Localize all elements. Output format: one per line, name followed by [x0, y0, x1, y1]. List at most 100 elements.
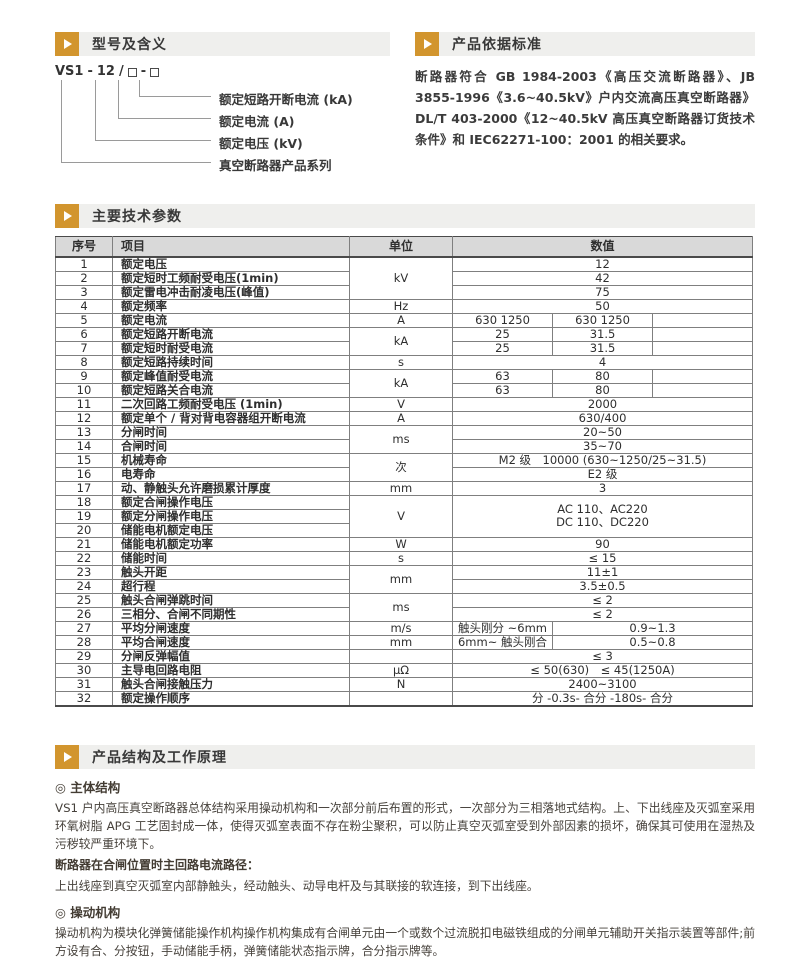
table-cell: 63 [452, 368, 553, 384]
table-cell: 25 [55, 592, 113, 608]
table-cell: 16 [55, 466, 113, 482]
table-cell: 主导电回路电阻 [112, 662, 350, 678]
table-cell: 额定操作顺序 [112, 690, 350, 707]
table-cell: 4 [452, 354, 753, 370]
model-section: 型号及含义 VS1-12/- 额定短路开断电流 (kA) 额定电流 (A) 额定… [55, 32, 390, 182]
table-row: 32 额定操作顺序 分 -0.3s- 合分 -180s- 合分 [55, 690, 753, 707]
table-row: 10 额定短路关合电流 63 80 [55, 382, 753, 398]
table-cell: E2 级 [452, 466, 753, 482]
table-row: 4 额定频率 Hz 50 [55, 298, 753, 314]
table-cell: 17 [55, 480, 113, 496]
table-row: 22 储能时间 s ≤ 15 [55, 550, 753, 566]
model-label-rated-voltage: 额定电压 (kV) [219, 136, 303, 151]
subsection-title: ◎ 主体结构 [55, 779, 121, 795]
table-cell: mm [349, 564, 453, 594]
table-cell: 触头刚分 ~6mm [452, 620, 553, 636]
table-header-cell: 项目 [112, 236, 350, 258]
table-row: 31 触头合闸接触压力 N 2400~3100 [55, 676, 753, 692]
table-cell: 0.9~1.3 [552, 620, 753, 636]
table-cell: ≤ 2 [452, 606, 753, 622]
table-row: 7 额定短时耐受电流 25 31.5 [55, 340, 753, 356]
subsection-title: ◎ 操动机构 [55, 904, 121, 920]
section-header-structure: 产品结构及工作原理 [55, 744, 755, 769]
table-cell: 25 [452, 340, 553, 356]
table-cell: 2000 [452, 396, 753, 412]
table-cell: m/s [349, 620, 453, 636]
table-row: 21 储能电机额定功率 W 90 [55, 536, 753, 552]
table-cell: 合闸时间 [112, 438, 350, 454]
table-cell: 11±1 [452, 564, 753, 580]
table-cell: 6 [55, 326, 113, 342]
table-header-cell: 数值 [452, 236, 753, 258]
table-cell: 630 1250 [552, 312, 653, 328]
table-cell [652, 340, 753, 356]
paragraph: 断路器在合闸位置时主回路电流路径： [55, 857, 260, 872]
paragraph: VS1 户内高压真空断路器总体结构采用操动机构和一次部分前后布置的形式，一次部分… [55, 800, 755, 851]
table-cell: 触头开距 [112, 564, 350, 580]
table-header-cell: 序号 [55, 236, 113, 258]
table-cell: 额定合闸操作电压 [112, 494, 350, 510]
table-row: 13 分闸时间 ms 20~50 [55, 424, 753, 454]
table-cell: M2 级 10000 (630~1250/25~31.5) [452, 452, 753, 468]
section-header-model: 型号及含义 [55, 32, 390, 56]
table-cell: s [349, 550, 453, 566]
table-cell: 4 [55, 298, 113, 314]
table-cell: A [349, 312, 453, 328]
model-code-part: 12 [96, 64, 115, 79]
table-cell [652, 382, 753, 398]
table-cell: 63 [452, 382, 553, 398]
table-row: 15 机械寿命次 M2 级 10000 (630~1250/25~31.5) [55, 452, 753, 482]
table-cell: 22 [55, 550, 113, 566]
connector-line [61, 80, 211, 163]
table-cell: 18 [55, 494, 113, 510]
table-row: 3 额定雷电冲击耐凌电压(峰值) 75 [55, 284, 753, 300]
table-cell: 6mm~ 触头刚合 [452, 634, 553, 650]
structure-text: ◎ 主体结构 VS1 户内高压真空断路器总体结构采用操动机构和一次部分前后布置的形… [55, 777, 755, 960]
table-cell [652, 312, 753, 328]
table-cell: 储能电机额定电压 [112, 522, 350, 538]
table-row: 12 额定单个 / 背对背电容器组开断电流 A 630/400 [55, 410, 753, 426]
table-cell: 31.5 [552, 340, 653, 356]
table-row: 20 储能电机额定电压 [55, 522, 753, 538]
table-cell: μΩ [349, 662, 453, 678]
table-cell: 5 [55, 312, 113, 328]
table-cell: 80 [552, 382, 653, 398]
table-cell: kV [349, 256, 453, 300]
table-cell: 平均合闸速度 [112, 634, 350, 650]
model-code-part: VS1 [55, 64, 84, 79]
table-row: 28 平均合闸速度 mm 6mm~ 触头刚合 0.5~0.8 [55, 634, 753, 650]
section-title: 产品依据标准 [452, 37, 542, 53]
table-row: 11 二次回路工频耐受电压 (1min) V 2000 [55, 396, 753, 412]
table-cell: 储能电机额定功率 [112, 536, 350, 552]
model-placeholder-box [127, 67, 137, 77]
table-cell: 额定单个 / 背对背电容器组开断电流 [112, 410, 350, 426]
table-row: 29 分闸反弹幅值 ≤ 3 [55, 648, 753, 664]
table-cell: 32 [55, 690, 113, 707]
structure-section: 产品结构及工作原理 ◎ 主体结构 VS1 户内高压真空断路器总体结构采用操动机构和… [55, 744, 755, 960]
table-cell: 触头合闸接触压力 [112, 676, 350, 692]
table-cell: 2 [55, 270, 113, 286]
connector-line [139, 80, 211, 97]
table-cell: 8 [55, 354, 113, 370]
table-cell: 50 [452, 298, 753, 314]
play-icon [55, 744, 79, 769]
table-cell: 触头合闸弹跳时间 [112, 592, 350, 608]
table-cell: ≤ 2 [452, 592, 753, 608]
table-cell: ms [349, 592, 453, 622]
table-cell: 平均分闸速度 [112, 620, 350, 636]
table-cell [652, 326, 753, 342]
play-icon [55, 32, 79, 56]
table-cell: mm [349, 480, 453, 496]
table-cell: 额定分闸操作电压 [112, 508, 350, 524]
table-cell: 80 [552, 368, 653, 384]
table-cell: 20~50 [452, 424, 753, 440]
model-code-part: - [140, 64, 147, 79]
table-cell: 额定电压 [112, 256, 350, 272]
table-cell: 额定峰值耐受电流 [112, 368, 350, 384]
model-code: VS1-12/- [55, 64, 163, 79]
section-header-standards: 产品依据标准 [415, 32, 755, 56]
table-cell: 31.5 [552, 326, 653, 342]
table-cell: 23 [55, 564, 113, 580]
table-cell: 11 [55, 396, 113, 412]
table-cell: 机械寿命 [112, 452, 350, 468]
